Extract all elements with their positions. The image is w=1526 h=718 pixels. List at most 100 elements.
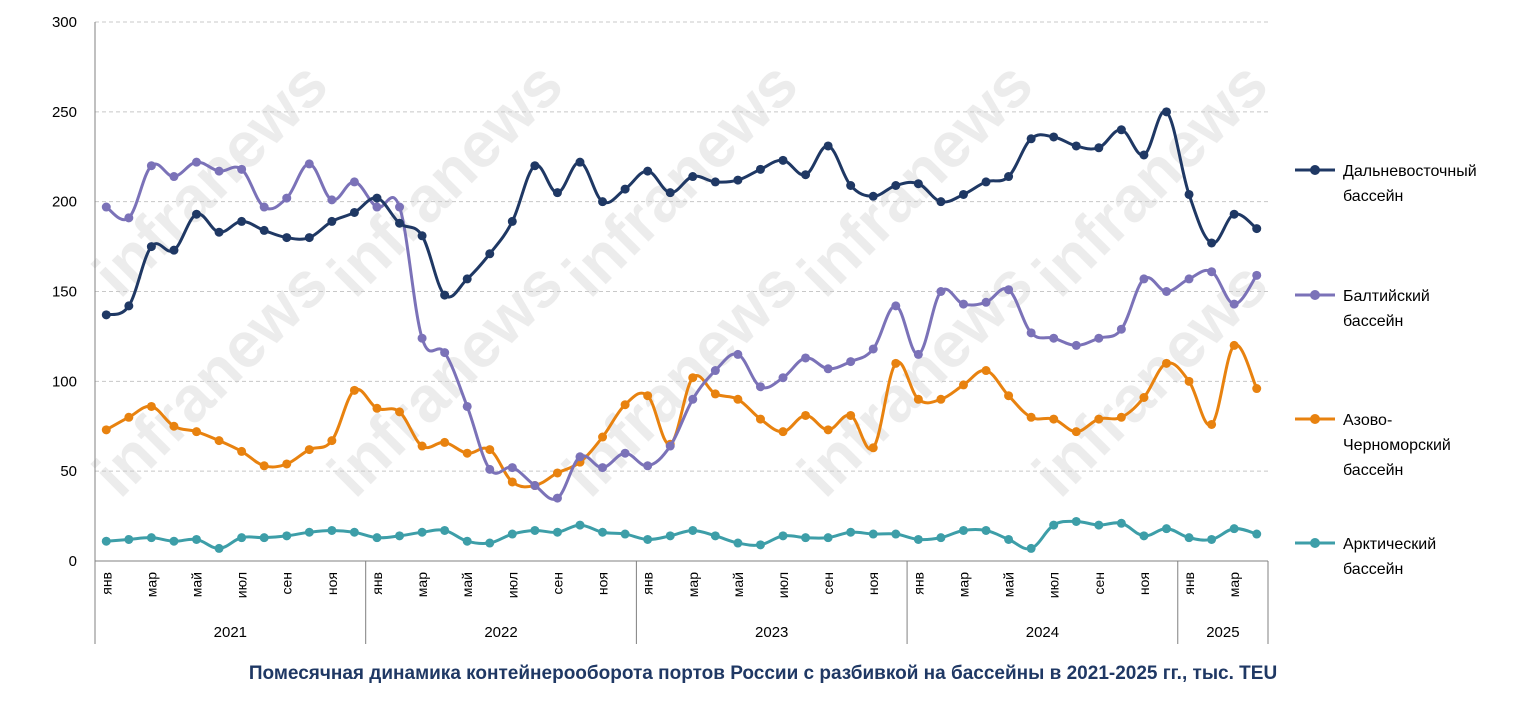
- data-point: [440, 348, 450, 358]
- y-tick-label: 300: [52, 14, 77, 31]
- data-point: [530, 161, 540, 171]
- data-point: [214, 543, 224, 553]
- legend-swatch-marker: [1310, 414, 1320, 424]
- series-line: [105, 109, 1258, 317]
- data-point: [1004, 391, 1014, 401]
- data-point: [417, 231, 427, 241]
- data-point: [530, 525, 540, 535]
- x-tick-label: янв: [369, 572, 385, 595]
- legend-swatch-marker: [1310, 290, 1320, 300]
- data-point: [846, 180, 856, 190]
- data-point: [643, 391, 653, 401]
- data-point: [1049, 132, 1059, 142]
- legend-label: бассейн: [1343, 462, 1403, 479]
- data-point: [688, 373, 698, 383]
- data-point: [620, 400, 630, 410]
- y-tick-label: 200: [52, 194, 77, 211]
- x-tick-label: май: [730, 572, 746, 597]
- year-label: 2021: [214, 624, 247, 641]
- data-point: [214, 436, 224, 446]
- x-tick-label: янв: [640, 572, 656, 595]
- data-point: [1094, 520, 1104, 530]
- data-point: [868, 529, 878, 539]
- data-point: [462, 274, 472, 284]
- data-point: [1184, 533, 1194, 543]
- data-point: [372, 193, 382, 203]
- data-point: [146, 161, 156, 171]
- data-point: [688, 525, 698, 535]
- data-point: [1161, 358, 1171, 368]
- data-point: [349, 385, 359, 395]
- data-point: [823, 425, 833, 435]
- data-point: [417, 333, 427, 343]
- data-point: [1139, 274, 1149, 284]
- series-line: [105, 343, 1259, 489]
- data-point: [146, 242, 156, 252]
- data-point: [598, 463, 608, 473]
- y-tick-label: 0: [69, 553, 77, 570]
- data-point: [1116, 125, 1126, 135]
- data-point: [101, 536, 111, 546]
- data-point: [124, 412, 134, 422]
- x-tick-label: янв: [98, 572, 114, 595]
- data-point: [237, 446, 247, 456]
- data-point: [327, 525, 337, 535]
- data-point: [1116, 324, 1126, 334]
- data-point: [1071, 141, 1081, 151]
- data-point: [688, 394, 698, 404]
- data-point: [1207, 534, 1217, 544]
- data-point: [214, 166, 224, 176]
- data-point: [146, 533, 156, 543]
- x-tick-label: ноя: [595, 572, 611, 595]
- legend-item: Балтийский бассейн: [1295, 288, 1430, 330]
- data-point: [327, 436, 337, 446]
- data-point: [237, 216, 247, 226]
- y-tick-label: 250: [52, 104, 77, 121]
- watermark: infranewsinfranewsinfranewsinfranewsinfr…: [79, 48, 1281, 510]
- x-tick-label: сен: [1091, 572, 1107, 595]
- axes: 0 50 100 150 200 250 300 янв мар май июл сен ноя 2021…: [52, 14, 1269, 644]
- data-point: [214, 227, 224, 237]
- data-point: [552, 493, 562, 503]
- data-point: [846, 357, 856, 367]
- data-point: [192, 157, 202, 167]
- data-point: [101, 310, 111, 320]
- data-point: [1049, 414, 1059, 424]
- data-point: [801, 533, 811, 543]
- data-point: [440, 437, 450, 447]
- data-point: [733, 175, 743, 185]
- data-point: [349, 207, 359, 217]
- data-point: [395, 218, 405, 228]
- data-point: [958, 189, 968, 199]
- data-point: [1004, 172, 1014, 182]
- data-point: [620, 529, 630, 539]
- data-point: [192, 534, 202, 544]
- data-point: [1116, 412, 1126, 422]
- data-point: [1229, 209, 1239, 219]
- data-point: [1229, 524, 1239, 534]
- data-point: [462, 401, 472, 411]
- legend-item: Азово- Черноморский бассейн: [1295, 412, 1451, 479]
- data-point: [1207, 267, 1217, 277]
- data-point: [710, 531, 720, 541]
- data-point: [485, 249, 495, 259]
- data-point: [462, 448, 472, 458]
- data-point: [755, 540, 765, 550]
- data-point: [801, 170, 811, 180]
- data-point: [372, 403, 382, 413]
- data-point: [891, 358, 901, 368]
- legend-swatch-marker: [1310, 165, 1320, 175]
- data-point: [259, 461, 269, 471]
- data-point: [485, 538, 495, 548]
- year-label: 2023: [755, 624, 788, 641]
- data-point: [327, 216, 337, 226]
- x-tick-label: июл: [504, 572, 520, 598]
- data-point: [846, 410, 856, 420]
- legend-item: Арктический бассейн: [1295, 536, 1436, 578]
- data-point: [417, 527, 427, 537]
- legend-swatch-marker: [1310, 538, 1320, 548]
- data-point: [688, 172, 698, 182]
- data-point: [958, 525, 968, 535]
- data-point: [304, 445, 314, 455]
